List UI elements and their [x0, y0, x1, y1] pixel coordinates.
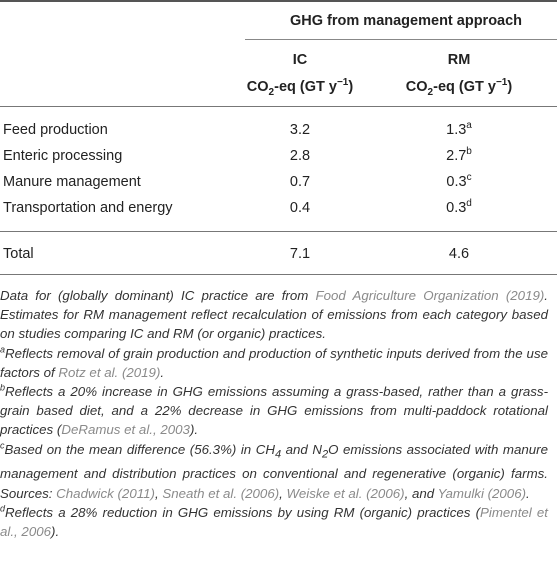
ref-link[interactable]: Yamulki (2006) [437, 485, 527, 501]
total-label: Total [3, 246, 34, 262]
row-label: Transportation and energy [3, 200, 173, 216]
header-rule [0, 106, 557, 107]
note-d: dReflects a 28% reduction in GHG emissio… [0, 503, 548, 540]
note-a: aReflects removal of grain production an… [0, 344, 548, 380]
row-label: Enteric processing [3, 148, 123, 164]
ref-link[interactable]: Pimentel et al., 2006 [0, 504, 548, 540]
note-intro: Data for (globally dominant) IC practice… [0, 288, 548, 342]
group-header-rule [245, 39, 557, 40]
row-label: Feed production [3, 122, 108, 138]
ref-link[interactable]: Rotz et al. (2019) [58, 364, 161, 380]
table-notes: Data for (globally dominant) IC practice… [0, 286, 548, 541]
note-c: cBased on the mean difference (56.3%) in… [0, 440, 548, 501]
ref-link[interactable]: Food Agriculture Organization (2019) [315, 288, 545, 303]
total-rule [0, 231, 557, 232]
ref-link[interactable]: Chadwick (2011) [56, 485, 155, 501]
note-b: bReflects a 20% increase in GHG emission… [0, 382, 548, 438]
group-header: GHG from management approach [290, 13, 523, 29]
ref-link[interactable]: Weiske et al. (2006) [286, 485, 405, 501]
row-label: Manure management [3, 174, 141, 190]
top-rule [0, 0, 557, 2]
ref-link[interactable]: DeRamus et al., 2003 [61, 422, 190, 438]
bottom-rule [0, 274, 557, 275]
ref-link[interactable]: Sneath et al. (2006) [162, 485, 280, 501]
